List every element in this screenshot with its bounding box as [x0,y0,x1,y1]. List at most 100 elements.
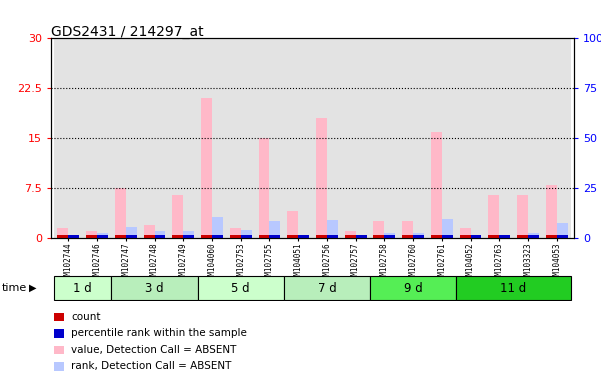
Bar [144,235,154,238]
Bar [287,235,298,238]
Bar [298,235,309,238]
Bar [172,235,183,238]
Bar [230,228,240,238]
Bar [97,233,108,238]
Bar [269,221,280,238]
Bar [69,235,79,238]
Bar [240,235,252,238]
Bar [370,276,456,300]
Bar [356,235,367,238]
Text: 3 d: 3 d [145,281,164,295]
Bar [183,231,194,238]
Bar [345,232,356,238]
Bar [557,223,567,238]
Bar [442,235,453,238]
Bar [126,227,136,238]
Bar [460,228,471,238]
Bar [546,185,557,238]
Bar [471,236,481,238]
Text: time: time [2,283,27,293]
Text: ▶: ▶ [29,283,36,293]
Text: 11 d: 11 d [501,281,526,295]
Bar [154,235,165,238]
Text: 9 d: 9 d [404,281,423,295]
Bar [115,188,126,238]
Bar [126,235,136,238]
Bar [341,38,370,238]
Bar [284,38,313,238]
Text: rank, Detection Call = ABSENT: rank, Detection Call = ABSENT [71,361,231,371]
Bar [83,38,111,238]
Bar [258,235,269,238]
Bar [58,235,69,238]
Bar [431,132,442,238]
Bar [154,231,165,238]
Bar [58,228,69,238]
Bar [385,235,395,238]
Bar [427,38,456,238]
Text: value, Detection Call = ABSENT: value, Detection Call = ABSENT [71,345,236,355]
Bar [345,235,356,238]
Bar [86,235,97,238]
Bar [298,235,309,238]
Bar [69,236,79,238]
Bar [212,217,223,238]
Bar [198,38,227,238]
Bar [287,212,298,238]
Bar [528,235,539,238]
Bar [517,235,528,238]
Bar [356,235,367,238]
Bar [111,276,198,300]
Bar [431,235,442,238]
Bar [201,98,212,238]
Bar [240,230,252,238]
Bar [514,38,542,238]
Bar [54,38,83,238]
Bar [557,235,567,238]
Bar [284,276,370,300]
Bar [413,233,424,238]
Bar [327,220,338,238]
Text: 1 d: 1 d [73,281,92,295]
Bar [499,235,510,238]
Bar [402,235,413,238]
Bar [212,235,223,238]
Bar [413,235,424,238]
Bar [269,235,280,238]
Text: count: count [71,312,100,322]
Bar [198,276,284,300]
Bar [370,38,398,238]
Text: 7 d: 7 d [317,281,337,295]
Bar [442,219,453,238]
Bar [517,195,528,238]
Bar [86,232,97,238]
Bar [489,195,499,238]
Bar [499,235,510,238]
Bar [97,235,108,238]
Bar [542,38,571,238]
Bar [456,38,485,238]
Text: percentile rank within the sample: percentile rank within the sample [71,328,247,338]
Bar [258,138,269,238]
Bar [460,235,471,238]
Bar [373,222,385,238]
Bar [327,235,338,238]
Bar [385,233,395,238]
Bar [402,222,413,238]
Bar [546,235,557,238]
Bar [485,38,514,238]
Bar [54,276,111,300]
Bar [144,225,154,238]
Bar [398,38,427,238]
Bar [528,233,539,238]
Text: 5 d: 5 d [231,281,250,295]
Bar [115,235,126,238]
Bar [227,38,255,238]
Bar [230,235,240,238]
Bar [255,38,284,238]
Bar [489,235,499,238]
Bar [456,276,571,300]
Bar [172,195,183,238]
Bar [169,38,198,238]
Bar [183,235,194,238]
